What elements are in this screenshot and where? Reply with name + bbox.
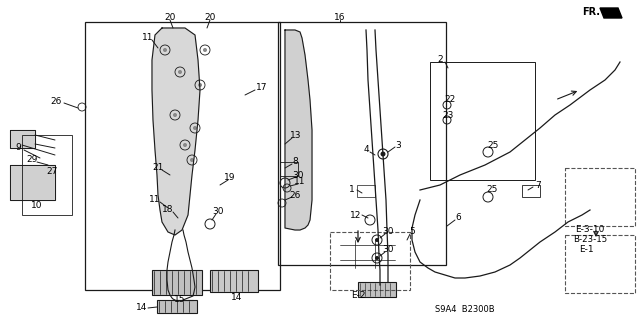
Text: 26: 26 <box>289 190 301 199</box>
Circle shape <box>375 238 379 242</box>
Text: 2: 2 <box>437 56 443 64</box>
Circle shape <box>381 152 385 157</box>
Text: 14: 14 <box>136 303 148 313</box>
Text: 30: 30 <box>212 207 224 217</box>
Polygon shape <box>10 165 55 200</box>
Text: 27: 27 <box>46 167 58 176</box>
Bar <box>280 162 298 176</box>
Bar <box>85 22 280 290</box>
Bar <box>430 62 535 180</box>
Bar <box>278 22 446 265</box>
Circle shape <box>163 48 167 52</box>
Text: 5: 5 <box>409 227 415 236</box>
Text: 12: 12 <box>350 211 362 219</box>
Text: 10: 10 <box>31 201 43 210</box>
Text: 17: 17 <box>256 84 268 93</box>
Bar <box>565 168 635 226</box>
Text: 14: 14 <box>231 293 243 302</box>
Text: 11: 11 <box>142 33 154 42</box>
Bar <box>358 282 396 297</box>
Circle shape <box>190 158 194 162</box>
Text: 30: 30 <box>382 246 394 255</box>
Polygon shape <box>152 28 200 235</box>
Text: 11: 11 <box>149 196 161 204</box>
Text: 8: 8 <box>292 158 298 167</box>
Text: 18: 18 <box>163 205 173 214</box>
Bar <box>152 270 202 295</box>
Text: 16: 16 <box>334 13 346 23</box>
Bar <box>330 232 410 290</box>
Text: 30: 30 <box>292 170 304 180</box>
Text: 25: 25 <box>487 140 499 150</box>
Text: 6: 6 <box>455 213 461 222</box>
Text: 22: 22 <box>444 95 456 105</box>
Polygon shape <box>10 130 35 148</box>
Circle shape <box>178 70 182 74</box>
Bar <box>157 300 197 313</box>
Circle shape <box>203 48 207 52</box>
Text: 11: 11 <box>294 177 306 187</box>
Text: B-23-15: B-23-15 <box>573 235 607 244</box>
Text: 25: 25 <box>486 186 498 195</box>
Bar <box>22 135 72 215</box>
Text: 4: 4 <box>363 145 369 154</box>
Text: 9: 9 <box>15 144 21 152</box>
Circle shape <box>183 143 187 147</box>
Text: S9A4  B2300B: S9A4 B2300B <box>435 306 495 315</box>
Text: FR.: FR. <box>582 7 600 17</box>
Circle shape <box>375 256 379 260</box>
Text: 30: 30 <box>382 227 394 236</box>
Bar <box>565 235 635 293</box>
Polygon shape <box>285 30 312 230</box>
Text: 3: 3 <box>395 140 401 150</box>
Text: 23: 23 <box>442 110 454 120</box>
Text: E-2: E-2 <box>351 291 365 300</box>
Text: 19: 19 <box>224 174 236 182</box>
Text: E-1: E-1 <box>579 246 593 255</box>
Text: 29: 29 <box>26 155 38 165</box>
Circle shape <box>173 113 177 117</box>
Text: E-3-10: E-3-10 <box>575 226 605 234</box>
Text: 26: 26 <box>51 98 61 107</box>
Bar <box>522 185 540 197</box>
Bar <box>210 270 258 292</box>
Polygon shape <box>600 8 622 18</box>
Bar <box>357 185 375 197</box>
Text: 13: 13 <box>291 131 301 140</box>
Text: 7: 7 <box>535 181 541 189</box>
Text: 1: 1 <box>349 186 355 195</box>
Text: 21: 21 <box>152 164 164 173</box>
Text: 20: 20 <box>204 13 216 23</box>
Text: 20: 20 <box>164 13 176 23</box>
Circle shape <box>193 126 197 130</box>
Text: 15: 15 <box>174 295 186 305</box>
Circle shape <box>198 83 202 87</box>
